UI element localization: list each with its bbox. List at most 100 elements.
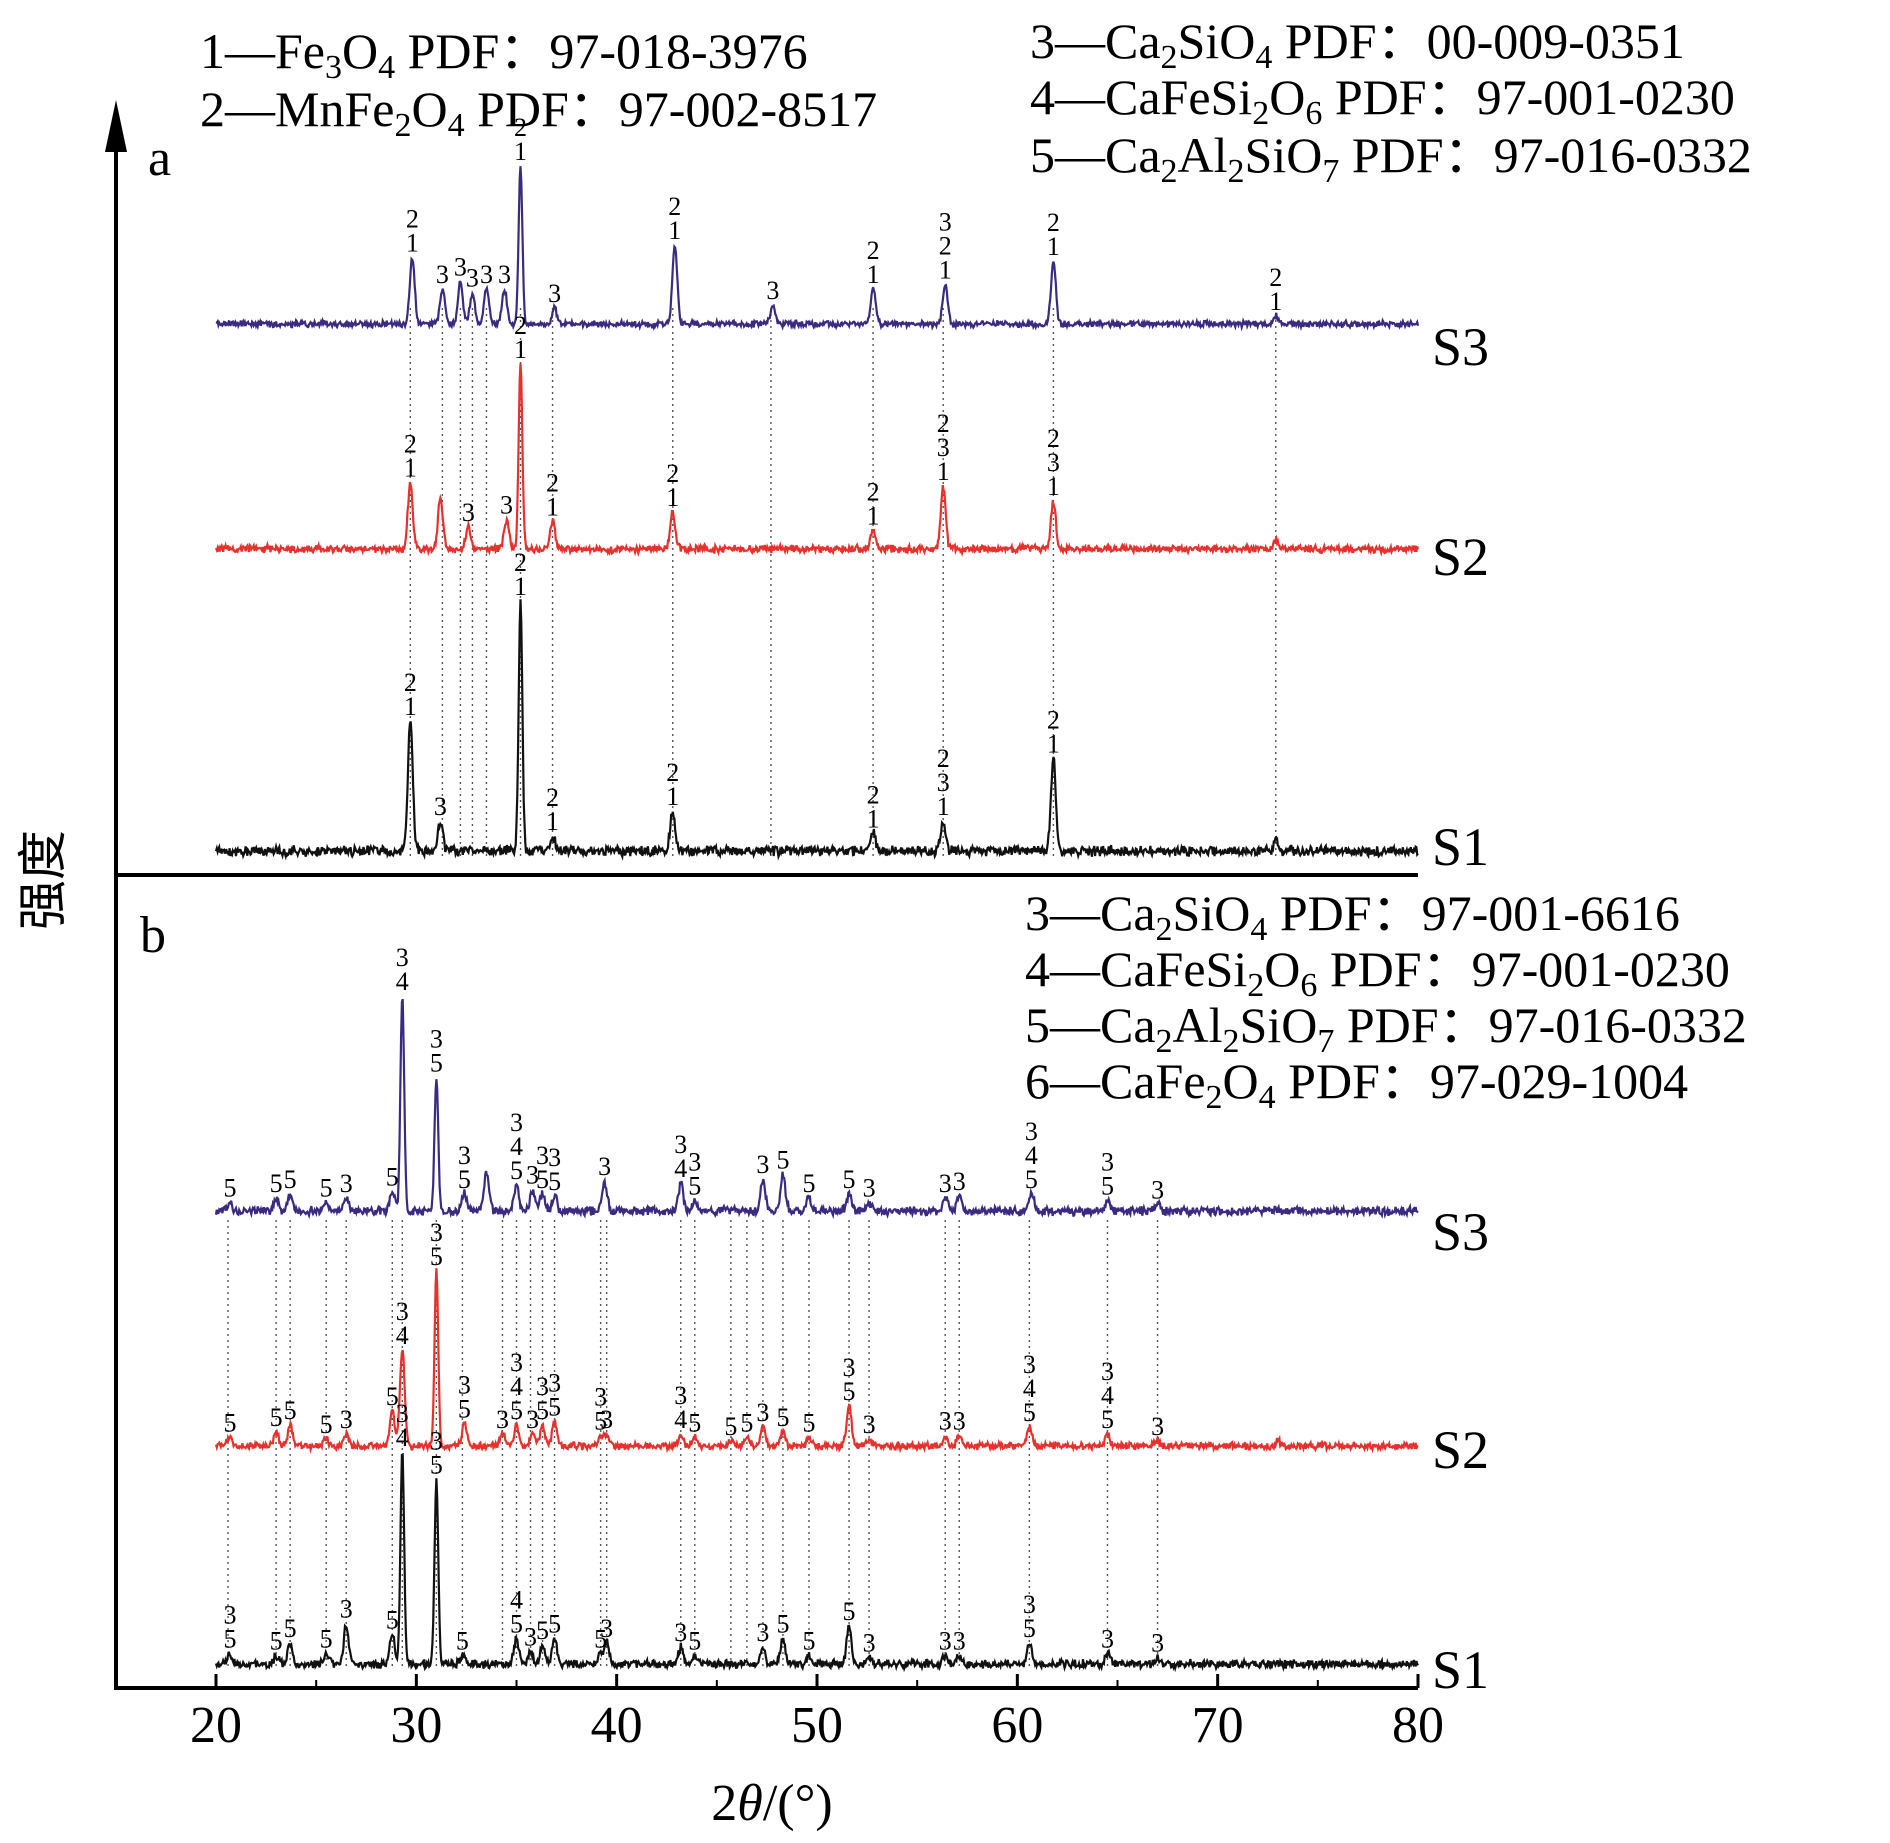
sample-label-b-S1: S1 [1432,1640,1489,1700]
peak-label-b-S1-1-0: 5 [270,1627,283,1656]
peak-label-b-S2-28-1: 4 [1101,1381,1114,1410]
peak-label-a-S3-1-0: 3 [436,260,449,289]
peak-label-b-S1-17-0: 3 [756,1618,769,1647]
x-axis-label-symbol: θ [737,1775,763,1832]
peak-label-a-S1-7-0: 2 [1047,706,1060,735]
sample-label-b-S2: S2 [1432,1420,1489,1480]
peak-label-b-S2-17-0: 5 [688,1408,701,1437]
peak-label-a-S2-5-1: 1 [546,492,559,521]
peak-label-a-S3-5-0: 3 [498,260,511,289]
peak-label-a-S2-2-0: 3 [462,498,475,527]
peak-label-a-S3-2-0: 3 [454,252,467,281]
peak-label-b-S3-24-1: 4 [1025,1141,1038,1170]
peak-label-b-S2-1-0: 5 [270,1403,283,1432]
peak-label-a-S3-9-0: 3 [766,276,779,305]
peak-label-a-S2-8-0: 2 [937,409,950,438]
peak-label-b-S1-21-0: 3 [863,1629,876,1658]
peak-label-b-S1-25-0: 3 [1101,1624,1114,1653]
peak-label-a-S3-13-1: 1 [1269,287,1282,316]
peak-label-a-S1-5-1: 1 [867,805,880,834]
y-axis-label: 强度 [14,830,72,930]
peak-label-b-S2-9-0: 3 [496,1405,509,1434]
peak-label-b-S2-22-0: 5 [802,1408,815,1437]
peak-label-b-S3-15-0: 3 [674,1130,687,1159]
x-tick-label-5: 70 [1192,1697,1244,1754]
peak-label-a-S2-0-1: 1 [404,453,417,482]
peak-label-b-S2-28-0: 3 [1101,1357,1114,1386]
y-axis-arrow [105,100,127,152]
peak-label-a-S1-6-0: 2 [937,744,950,773]
peak-label-b-S1-15-0: 3 [674,1618,687,1647]
peak-label-b-S2-10-0: 3 [510,1348,523,1377]
peak-label-b-S2-11-0: 3 [526,1405,539,1434]
peak-label-b-S1-6-1: 4 [396,1423,409,1452]
peak-label-b-S3-25-0: 3 [1101,1147,1114,1176]
peak-label-b-S2-12-1: 5 [536,1396,549,1425]
peak-label-b-S3-0-0: 5 [224,1173,237,1202]
peak-label-b-S1-10-0: 3 [524,1622,537,1651]
peak-label-b-S2-21-0: 5 [776,1403,789,1432]
peak-label-b-S3-20-0: 5 [843,1165,856,1194]
peak-label-b-S1-19-0: 5 [802,1627,815,1656]
peak-label-a-S1-4-1: 1 [666,782,679,811]
peak-label-a-S3-13-0: 2 [1269,263,1282,292]
peak-label-b-S2-16-1: 4 [674,1405,687,1434]
peak-label-a-S1-4-0: 2 [666,758,679,787]
sample-label-a-S2: S2 [1432,527,1489,587]
series-a-S3 [215,166,1420,332]
peak-label-b-S3-12-1: 5 [536,1165,549,1194]
peak-label-a-S2-7-0: 2 [867,478,880,507]
chart-text: 2θ/(°) 强度 a b [14,130,833,1832]
peak-label-a-S1-3-1: 1 [546,807,559,836]
peak-label-a-S2-4-1: 1 [514,335,527,364]
peak-label-b-S3-14-0: 3 [598,1152,611,1181]
peak-label-a-S1-6-2: 1 [937,792,950,821]
peak-label-a-S2-9-1: 3 [1047,448,1060,477]
peak-label-a-S3-3-0: 3 [466,263,479,292]
x-tick-label-3: 50 [791,1697,843,1754]
series-b-S1 [214,1452,1419,1673]
peak-label-b-S2-8-0: 3 [458,1370,471,1399]
peak-label-b-S1-22-0: 3 [939,1627,952,1656]
peak-label-b-S3-23-0: 3 [953,1167,966,1196]
peak-label-a-S3-8-1: 1 [668,216,681,245]
peak-label-a-S1-2-0: 2 [514,548,527,577]
x-axis-label-suffix: /(°) [763,1775,833,1832]
peak-label-a-S3-6-0: 2 [514,113,527,142]
peak-label-a-S3-10-0: 2 [867,236,880,265]
legend-entry-a-1: 1—Fe3O4 PDF：97-018-3976 [200,23,808,86]
peak-label-a-S1-6-1: 3 [937,768,950,797]
peak-label-b-S1-12-0: 5 [548,1610,561,1639]
peak-label-a-S2-8-1: 3 [937,433,950,462]
peak-label-b-S2-7-1: 5 [430,1242,443,1271]
peak-label-b-S1-26-0: 3 [1151,1629,1164,1658]
peak-label-b-S3-17-0: 3 [756,1150,769,1179]
peak-label-a-S1-7-1: 1 [1047,730,1060,759]
peak-label-b-S2-10-2: 5 [510,1396,523,1425]
peak-label-b-S1-18-0: 5 [776,1610,789,1639]
peak-label-b-S1-7-1: 5 [430,1451,443,1480]
peak-label-b-S3-22-0: 3 [939,1169,952,1198]
peak-label-b-S2-13-0: 3 [548,1369,561,1398]
peak-label-b-S1-9-1: 5 [510,1610,523,1639]
sample-label-a-S3: S3 [1432,317,1489,377]
legend-entry-a-2: 2—MnFe2O4 PDF：97-002-8517 [200,81,877,144]
peak-label-a-S2-4-0: 2 [514,311,527,340]
peak-label-b-S2-27-0: 3 [1023,1350,1036,1379]
peak-label-a-S2-6-1: 1 [666,483,679,512]
peak-label-b-S3-11-0: 3 [526,1161,539,1190]
peak-label-b-S3-8-0: 3 [458,1141,471,1170]
legend-entry-b-6: 6—CaFe2O4 PDF：97-029-1004 [1025,1053,1688,1116]
series-a-S1 [214,599,1419,861]
peak-label-a-S1-0-1: 1 [404,692,417,721]
peak-label-a-S3-10-1: 1 [867,260,880,289]
peak-label-b-S2-27-2: 5 [1023,1398,1036,1427]
peak-label-b-S2-27-1: 4 [1023,1374,1036,1403]
peak-label-b-S2-6-1: 4 [396,1321,409,1350]
peak-label-a-S1-2-1: 1 [514,572,527,601]
peak-label-b-S3-18-0: 5 [776,1145,789,1174]
peak-label-b-S3-5-0: 5 [386,1163,399,1192]
peak-label-b-S3-1-0: 5 [270,1169,283,1198]
series-a-S2 [214,363,1420,558]
